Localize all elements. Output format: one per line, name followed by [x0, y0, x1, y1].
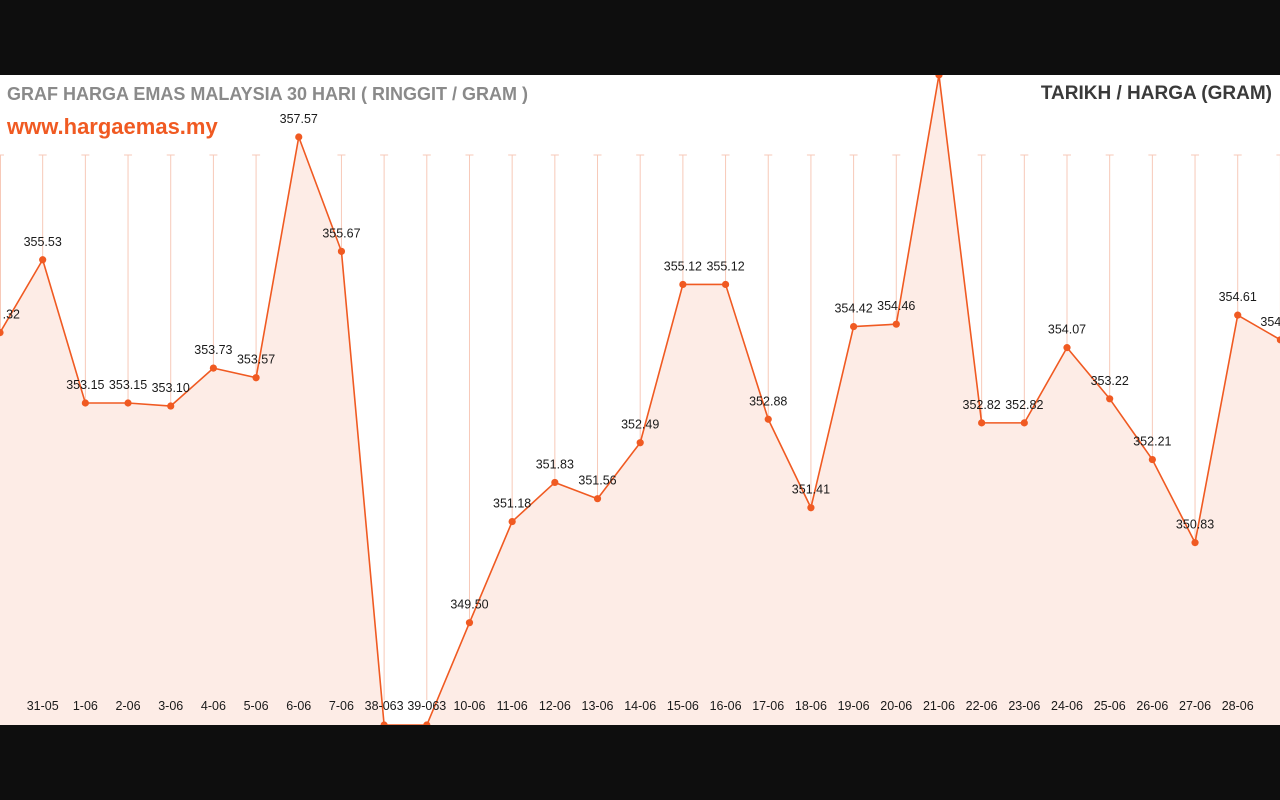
x-tick-label: 6-06	[286, 699, 311, 713]
data-point	[465, 619, 474, 627]
x-tick-label: 24-06	[1051, 699, 1083, 713]
x-tick-label: 25-06	[1094, 699, 1126, 713]
price-chart: .32 355.53 353.15 353.15 353.10 353.73 353.57 3…	[0, 75, 1280, 725]
value-label: 355.12	[706, 259, 744, 273]
value-labels: .32 355.53 353.15 353.15 353.10 353.73 353.57 3…	[3, 112, 1280, 612]
value-label: 352.82	[963, 398, 1001, 412]
value-label: 354.07	[1048, 323, 1086, 337]
x-tick-label: 2-06	[116, 699, 141, 713]
area-fill	[0, 75, 1280, 725]
x-tick-label: 19-06	[838, 699, 870, 713]
data-point	[764, 415, 772, 423]
data-point	[1020, 419, 1028, 427]
x-tick-label: 1-06	[73, 699, 98, 713]
value-label: 353.22	[1091, 374, 1129, 388]
data-point	[807, 504, 815, 512]
data-point	[1063, 344, 1071, 352]
legend-label: TARIKH / HARGA (GRAM)	[1040, 83, 1272, 104]
x-tick-label: 28-06	[1222, 699, 1254, 713]
website-link[interactable]: www.hargaemas.my	[7, 114, 218, 139]
x-tick-label: 38-063	[365, 699, 404, 713]
chart-title: GRAF HARGA EMAS MALAYSIA 30 HARI ( RINGG…	[7, 84, 529, 104]
x-tick-label: 23-06	[1008, 699, 1040, 713]
x-tick-label: 39-063	[407, 699, 446, 713]
data-point	[978, 419, 986, 427]
value-label: 354.42	[834, 302, 872, 316]
data-point	[423, 721, 431, 725]
data-point	[679, 280, 687, 289]
area-fill-layer	[0, 75, 1280, 725]
data-point	[636, 439, 644, 447]
value-label: 351.56	[578, 474, 616, 488]
x-tick-label: 17-06	[752, 699, 784, 713]
x-tick-label: 16-06	[710, 699, 742, 713]
x-tick-label: 20-06	[880, 699, 912, 713]
x-tick-label: 13-06	[582, 699, 614, 713]
data-point	[593, 495, 602, 503]
data-point	[295, 133, 303, 141]
data-point	[1191, 539, 1199, 547]
x-tick-label: 27-06	[1179, 699, 1211, 713]
value-label: 349.50	[450, 598, 488, 612]
value-label: 354	[1260, 315, 1280, 329]
x-tick-label: 31-05	[27, 699, 59, 713]
x-tick-label: 5-06	[244, 699, 269, 713]
data-point	[508, 517, 516, 526]
value-label: 354.46	[877, 299, 915, 313]
value-label: 351.18	[493, 497, 531, 511]
value-label: 355.12	[664, 259, 702, 273]
data-point	[380, 721, 388, 725]
data-point	[81, 399, 89, 407]
data-point	[850, 322, 858, 331]
value-label: 353.10	[152, 381, 190, 395]
value-label: 357.57	[280, 112, 318, 126]
data-point	[1106, 395, 1114, 403]
value-label: 355.67	[322, 226, 360, 240]
data-point	[252, 374, 260, 382]
value-label: 353.73	[194, 343, 232, 357]
x-tick-label: 18-06	[795, 699, 827, 713]
value-label: 352.88	[749, 394, 787, 408]
value-label: 353.15	[109, 378, 147, 392]
value-label: 352.82	[1005, 398, 1043, 412]
x-tick-label: 12-06	[539, 699, 571, 713]
data-point	[935, 75, 943, 79]
data-point	[1276, 336, 1280, 344]
data-point	[892, 320, 900, 328]
data-point	[1234, 311, 1242, 319]
x-tick-label: 11-06	[497, 699, 528, 713]
x-tick-label: 14-06	[624, 699, 656, 713]
x-tick-label: 21-06	[923, 699, 955, 713]
value-label: 355.53	[24, 235, 62, 249]
x-tick-label: 3-06	[158, 699, 183, 713]
x-tick-label: 15-06	[667, 699, 699, 713]
x-tick-label: 26-06	[1136, 699, 1168, 713]
x-axis-labels: 31-05 1-06 2-06 3-06 4-06 5-06 6-06 7-06 38-063 3…	[27, 699, 1254, 713]
value-label: 352.49	[621, 418, 659, 432]
value-label: 351.41	[792, 483, 830, 497]
value-label: 351.83	[536, 457, 574, 471]
x-tick-label: 4-06	[201, 699, 226, 713]
data-point	[1148, 455, 1156, 464]
data-point	[721, 280, 730, 289]
chart-panel: .32 355.53 353.15 353.15 353.10 353.73 353.57 3…	[0, 75, 1280, 725]
data-point	[167, 402, 175, 410]
data-point	[337, 247, 346, 255]
data-point	[209, 364, 217, 372]
value-label: .32	[3, 308, 20, 322]
data-point	[124, 399, 132, 407]
data-points	[0, 75, 1280, 725]
data-point	[0, 328, 4, 337]
value-label: 353.15	[66, 378, 104, 392]
value-label: 353.57	[237, 353, 275, 367]
value-label: 350.83	[1176, 518, 1214, 532]
x-tick-label: 7-06	[329, 699, 354, 713]
data-point	[39, 256, 47, 264]
x-tick-label: 22-06	[966, 699, 998, 713]
value-label: 352.21	[1133, 435, 1171, 449]
data-point	[551, 478, 559, 487]
x-tick-label: 10-06	[453, 699, 485, 713]
value-label: 354.61	[1219, 290, 1257, 304]
